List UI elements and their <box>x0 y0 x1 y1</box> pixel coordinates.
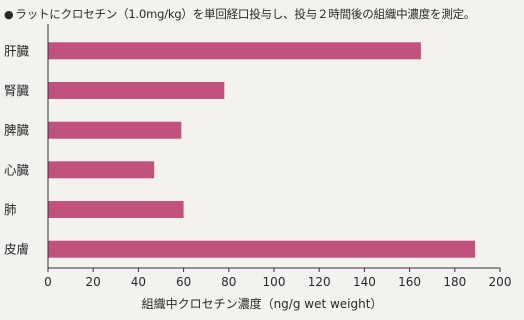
bar-6 <box>48 240 476 258</box>
y-tick-label: 脾臓 <box>4 123 30 138</box>
x-tick-label: 60 <box>176 275 191 289</box>
y-tick-label: 心臓 <box>4 162 30 177</box>
x-tick-label: 20 <box>86 275 101 289</box>
title-text: ラットにクロセチン（1.0mg/kg）を単回経口投与し、投与２時間後の組織中濃度… <box>15 7 476 21</box>
x-axis-label: 組織中クロセチン濃度（ng/g wet weight） <box>141 297 383 311</box>
y-tick-label: 皮膚 <box>4 242 29 257</box>
x-tick-label: 120 <box>308 275 331 289</box>
chart-title: ● ラットにクロセチン（1.0mg/kg）を単回経口投与し、投与２時間後の組織中濃… <box>4 6 522 22</box>
bar-2 <box>48 82 225 99</box>
y-tick-label: 腎臓 <box>4 83 30 98</box>
x-tick-label: 40 <box>131 275 146 289</box>
x-tick-label: 0 <box>44 275 52 289</box>
x-tick-label: 140 <box>353 275 376 289</box>
y-tick-label: 肝臓 <box>4 43 30 58</box>
title-bullet: ● <box>4 8 14 21</box>
bar-4 <box>48 161 155 179</box>
bar-5 <box>48 201 184 218</box>
x-tick-label: 180 <box>443 275 466 289</box>
y-tick-label: 肺 <box>4 202 17 217</box>
x-tick-label: 100 <box>263 275 286 289</box>
x-tick-label: 80 <box>221 275 236 289</box>
bar-3 <box>48 121 182 139</box>
x-tick-label: 160 <box>398 275 421 289</box>
bar-1 <box>48 42 421 60</box>
x-tick-label: 200 <box>489 275 512 289</box>
